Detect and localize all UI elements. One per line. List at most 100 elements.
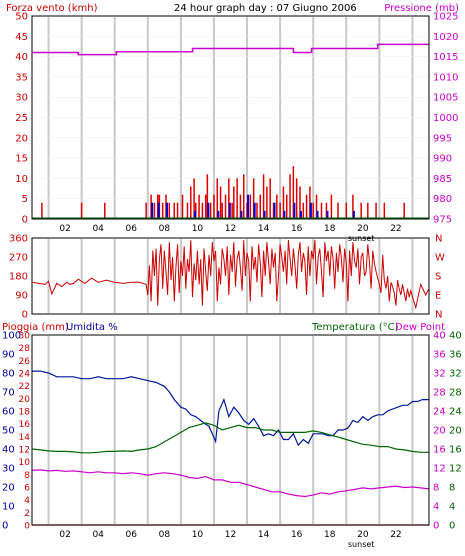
x-tick-label: 04 <box>92 224 104 234</box>
x-tick-label: 18 <box>324 530 336 540</box>
pressure-y-tick-label: 1020 <box>433 32 458 43</box>
temperature-y-tick-label: 28 <box>449 388 462 399</box>
x-tick-label: 22 <box>390 224 401 234</box>
humidity-y-tick-label: 50 <box>2 426 15 437</box>
x-tick-label: 12 <box>225 530 236 540</box>
direction-line <box>31 240 430 310</box>
sunset-label: sunset <box>348 540 375 549</box>
rain-y-tick-label: 10 <box>19 458 31 468</box>
compass-label: N <box>435 234 442 245</box>
x-tick-label: 20 <box>357 530 369 540</box>
dewpoint-y-tick-label: 8 <box>433 483 439 494</box>
wind-y-tick-label: 45 <box>15 32 28 43</box>
dewpoint-y-tick-label: 12 <box>433 464 446 475</box>
dewpoint-y-tick-label: 32 <box>433 369 446 380</box>
humidity-line <box>32 370 429 447</box>
temperature-axis-label: Temperatura (°C) <box>311 322 399 333</box>
rain-axis-label: Pioggia (mm) <box>2 322 69 333</box>
x-tick-label: 10 <box>192 530 204 540</box>
x-tick-label: 16 <box>291 530 303 540</box>
dewpoint-y-tick-label: 0 <box>433 521 439 532</box>
wind-axis-label: Forza vento (kmh) <box>6 3 98 14</box>
direction-y-tick-label: 360 <box>9 234 28 245</box>
pressure-line <box>32 43 429 56</box>
wind-plot-frame <box>31 15 430 220</box>
temperature-line <box>31 422 429 454</box>
dewpoint-axis-label: Dew Point <box>395 322 445 333</box>
rain-y-tick-label: 0 <box>24 522 30 532</box>
direction-plot-frame <box>31 237 430 315</box>
compass-label: E <box>435 291 441 302</box>
pressure-y-tick-label: 990 <box>433 154 452 165</box>
temperature-y-tick-label: 4 <box>449 502 455 513</box>
x-tick-label: 02 <box>59 530 70 540</box>
humidity-y-tick-label: 20 <box>2 483 15 494</box>
wind-y-tick-label: 40 <box>15 52 28 63</box>
x-tick-label: 14 <box>258 224 270 234</box>
pressure-y-tick-label: 995 <box>433 133 452 144</box>
direction-y-tick-label: 90 <box>15 291 28 302</box>
dewpoint-y-tick-label: 28 <box>433 388 446 399</box>
pressure-y-tick-label: 1015 <box>433 52 458 63</box>
pressure-y-tick-label: 1010 <box>433 72 458 83</box>
rain-y-tick-label: 12 <box>19 446 30 456</box>
temperature-y-tick-label: 12 <box>449 464 462 475</box>
wind-direction-panel: 0 N 90 E 180 S 270 W 360 N <box>9 234 445 321</box>
temperature-y-tick-label: 32 <box>449 369 462 380</box>
humidity-y-tick-label: 100 <box>2 331 21 342</box>
x-tick-label: 16 <box>291 224 303 234</box>
x-tick-label: 10 <box>192 224 204 234</box>
x-tick-label: 04 <box>92 530 104 540</box>
humidity-y-tick-label: 60 <box>2 407 15 418</box>
x-tick-label: 06 <box>126 224 138 234</box>
x-tick-label: 08 <box>159 224 171 234</box>
x-tick-label: 08 <box>159 530 171 540</box>
temperature-y-tick-label: 0 <box>449 521 455 532</box>
temperature-y-tick-label: 36 <box>449 350 462 361</box>
dewpoint-y-tick-label: 16 <box>433 445 446 456</box>
pressure-y-tick-label: 980 <box>433 194 452 205</box>
dewpoint-y-tick-label: 36 <box>433 350 446 361</box>
temperature-y-tick-label: 20 <box>449 426 462 437</box>
wind-y-tick-label: 10 <box>15 174 28 185</box>
rain-y-tick-label: 30 <box>19 332 31 342</box>
wind-y-tick-label: 25 <box>15 113 28 124</box>
rain-y-tick-label: 28 <box>19 344 31 354</box>
x-tick-label: 14 <box>258 530 270 540</box>
dewpoint-y-tick-label: 24 <box>433 407 446 418</box>
humidity-y-tick-label: 10 <box>2 502 15 513</box>
pressure-y-tick-label: 985 <box>433 174 452 185</box>
wind-y-tick-label: 35 <box>15 72 28 83</box>
direction-y-tick-label: 270 <box>9 253 28 264</box>
compass-label: N <box>435 310 442 321</box>
humidity-plot-frame <box>31 334 430 526</box>
pressure-y-tick-label: 975 <box>433 215 452 226</box>
rain-y-tick-label: 26 <box>19 357 31 367</box>
rain-y-tick-label: 4 <box>24 496 30 506</box>
x-tick-label: 12 <box>225 224 236 234</box>
direction-y-tick-label: 0 <box>22 310 28 321</box>
humidity-axis-label: Umidita % <box>66 322 118 333</box>
wind-y-tick-label: 20 <box>15 133 28 144</box>
dewpoint-y-tick-label: 20 <box>433 426 446 437</box>
x-tick-label: 02 <box>59 224 70 234</box>
rain-y-tick-label: 20 <box>19 395 31 405</box>
temperature-y-tick-label: 16 <box>449 445 462 456</box>
humidity-y-tick-label: 90 <box>2 350 15 361</box>
dew-point-line <box>31 469 430 498</box>
wind-y-tick-label: 5 <box>22 194 28 205</box>
chart-title: 24 hour graph day : 07 Giugno 2006 <box>174 3 357 14</box>
wind-pressure-panel: 0510152025303540455097598098599099510001… <box>15 12 458 244</box>
humidity-y-tick-label: 40 <box>2 445 15 456</box>
rain-y-tick-label: 2 <box>24 509 30 519</box>
dewpoint-y-tick-label: 4 <box>433 502 439 513</box>
rain-y-tick-label: 22 <box>19 382 30 392</box>
humidity-y-tick-label: 0 <box>2 521 8 532</box>
rain-y-tick-label: 8 <box>24 471 30 481</box>
pressure-y-tick-label: 1000 <box>433 113 458 124</box>
wind-y-tick-label: 0 <box>22 215 28 226</box>
x-tick-label: 22 <box>390 530 401 540</box>
x-tick-label: 18 <box>324 224 336 234</box>
